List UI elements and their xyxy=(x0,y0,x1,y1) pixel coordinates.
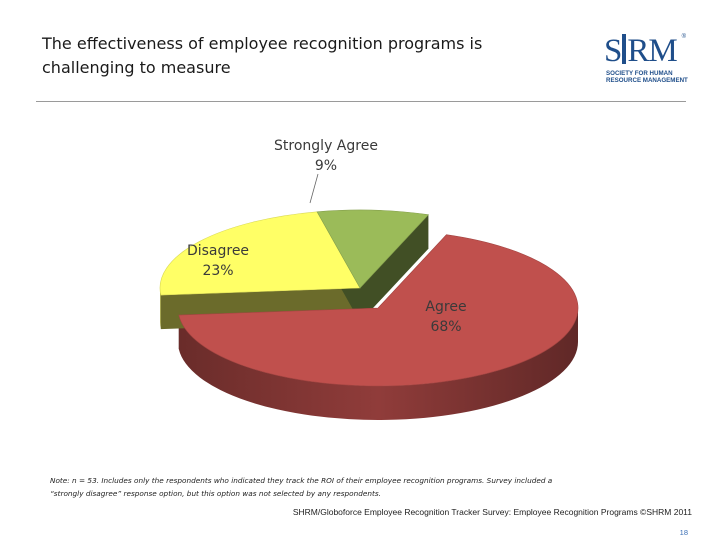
logo-subtitle-line-1: SOCIETY FOR HUMAN xyxy=(606,70,673,77)
label-disagree: Disagree 23% xyxy=(187,243,249,279)
pie-slice-agree xyxy=(178,234,579,387)
footnote-line-1: Note: n = 53. Includes only the responde… xyxy=(50,476,553,485)
label-disagree-name: Disagree xyxy=(187,243,249,259)
shrm-logo: S RM ® SOCIETY FOR HUMAN RESOURCE MANAGEM… xyxy=(604,34,688,86)
label-disagree-value: 23% xyxy=(202,263,233,279)
page-title: The effectiveness of employee recognitio… xyxy=(42,32,562,80)
label-agree-name: Agree xyxy=(425,299,466,315)
pie-tops xyxy=(159,209,579,387)
footnote: Note: n = 53. Includes only the responde… xyxy=(50,474,650,500)
source-citation: SHRM/Globoforce Employee Recognition Tra… xyxy=(292,507,692,517)
label-agree-value: 68% xyxy=(430,319,461,335)
title-line-1: The effectiveness of employee recognitio… xyxy=(42,34,483,53)
shrm-logo-mark: S RM xyxy=(604,33,678,69)
page-number: 18 xyxy=(679,528,688,537)
footnote-line-2: “strongly disagree” response option, but… xyxy=(50,489,381,498)
label-strongly-agree-name: Strongly Agree xyxy=(274,138,378,154)
pie-wall-agree xyxy=(178,308,578,420)
pie-slice-strongly-agree xyxy=(316,209,430,289)
registered-mark: ® xyxy=(681,34,686,40)
label-strongly-agree: Strongly Agree 9% xyxy=(274,138,378,204)
label-strongly-agree-value: 9% xyxy=(315,158,337,174)
label-agree: Agree 68% xyxy=(425,299,466,335)
shrm-logo-subtitle: SOCIETY FOR HUMAN RESOURCE MANAGEMENT xyxy=(606,70,688,84)
pie-wall-disagree xyxy=(160,288,161,330)
pie-slice-disagree xyxy=(159,211,361,296)
title-divider xyxy=(36,101,686,102)
pie-side-strongly-agree-1 xyxy=(360,214,429,322)
pie-labels: Strongly Agree 9% Disagree 23% Agree 68% xyxy=(187,138,467,335)
leader-strongly-agree xyxy=(309,173,319,204)
title-line-2: challenging to measure xyxy=(42,58,231,77)
logo-subtitle-line-2: RESOURCE MANAGEMENT xyxy=(606,77,688,84)
